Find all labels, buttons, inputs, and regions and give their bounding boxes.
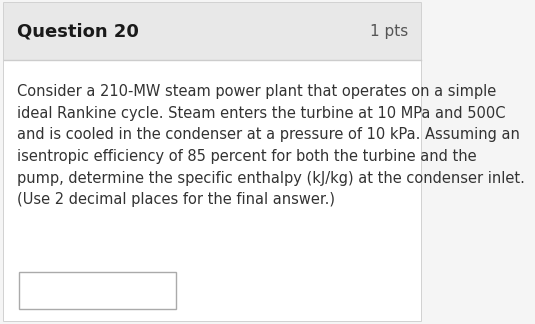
Text: 1 pts: 1 pts — [370, 24, 408, 39]
FancyBboxPatch shape — [4, 3, 421, 60]
FancyBboxPatch shape — [4, 3, 421, 321]
Text: Question 20: Question 20 — [17, 23, 139, 40]
FancyBboxPatch shape — [4, 60, 421, 321]
Text: Consider a 210-MW steam power plant that operates on a simple
ideal Rankine cycl: Consider a 210-MW steam power plant that… — [17, 84, 525, 207]
FancyBboxPatch shape — [19, 272, 177, 309]
